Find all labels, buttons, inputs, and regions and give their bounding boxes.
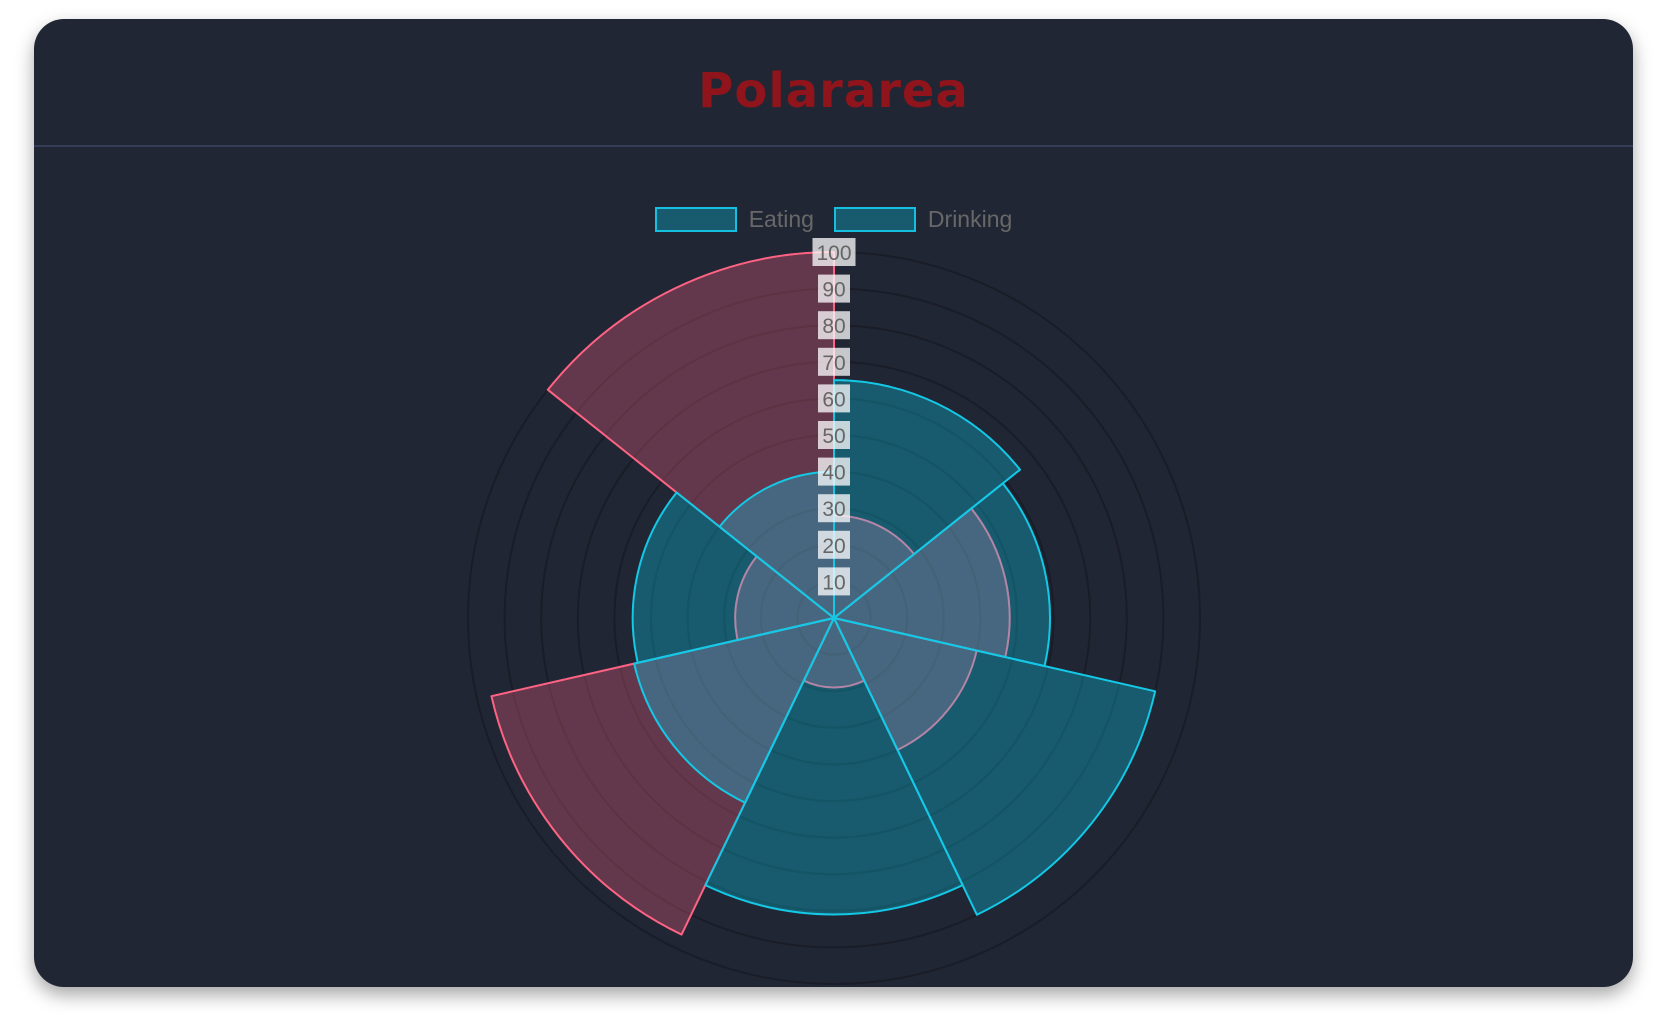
polar-segment (833, 617, 1157, 916)
legend: Eating Drinking (34, 206, 1633, 233)
polar-area-chart: 10 20 30 40 50 60 70 80 90 100 (467, 238, 1201, 985)
chart-title: Polararea (698, 63, 969, 119)
tick-label: 10 (822, 571, 845, 594)
chart-card: Polararea Eating Drinking 10 20 30 40 50 60 70… (34, 19, 1633, 987)
tick-label-backdrop (818, 457, 850, 486)
tick-label-backdrop (818, 421, 850, 449)
tick-label: 90 (822, 279, 845, 302)
polar-segment (704, 617, 964, 916)
tick-label-backdrop (818, 274, 850, 303)
polar-segment (833, 507, 1011, 659)
legend-label: Eating (748, 206, 814, 232)
polar-segment (734, 555, 835, 641)
legend-swatch (654, 207, 737, 232)
tick-label-backdrop (818, 567, 850, 596)
legend-label: Drinking (927, 206, 1013, 232)
tick-label-backdrop (818, 311, 850, 340)
tick-label: 70 (822, 352, 845, 375)
polar-segment (802, 617, 866, 689)
legend-swatch (833, 207, 916, 232)
tick-label: 60 (822, 388, 845, 411)
tick-label: 30 (822, 498, 845, 521)
tick-label: 80 (822, 315, 845, 338)
tick-label-backdrop (818, 384, 850, 413)
tick-label-backdrop (818, 494, 850, 523)
tick-label: 100 (816, 242, 851, 265)
polar-segment (631, 491, 835, 664)
polar-segment (490, 617, 835, 936)
polar-segment (546, 251, 835, 619)
polar-segment (833, 482, 1051, 668)
tick-label: 40 (822, 462, 845, 485)
legend-item-eating[interactable]: Eating (654, 206, 814, 233)
polar-segment (833, 379, 1021, 619)
tick-label-backdrop (818, 347, 850, 376)
tick-label: 50 (822, 425, 845, 448)
tick-label-backdrop (812, 238, 856, 266)
header-divider (34, 145, 1633, 147)
tick-label: 20 (822, 535, 845, 558)
polar-segment (833, 617, 978, 751)
legend-item-drinking[interactable]: Drinking (833, 206, 1013, 233)
polar-segment (633, 617, 835, 804)
tick-label-backdrop (818, 530, 850, 559)
